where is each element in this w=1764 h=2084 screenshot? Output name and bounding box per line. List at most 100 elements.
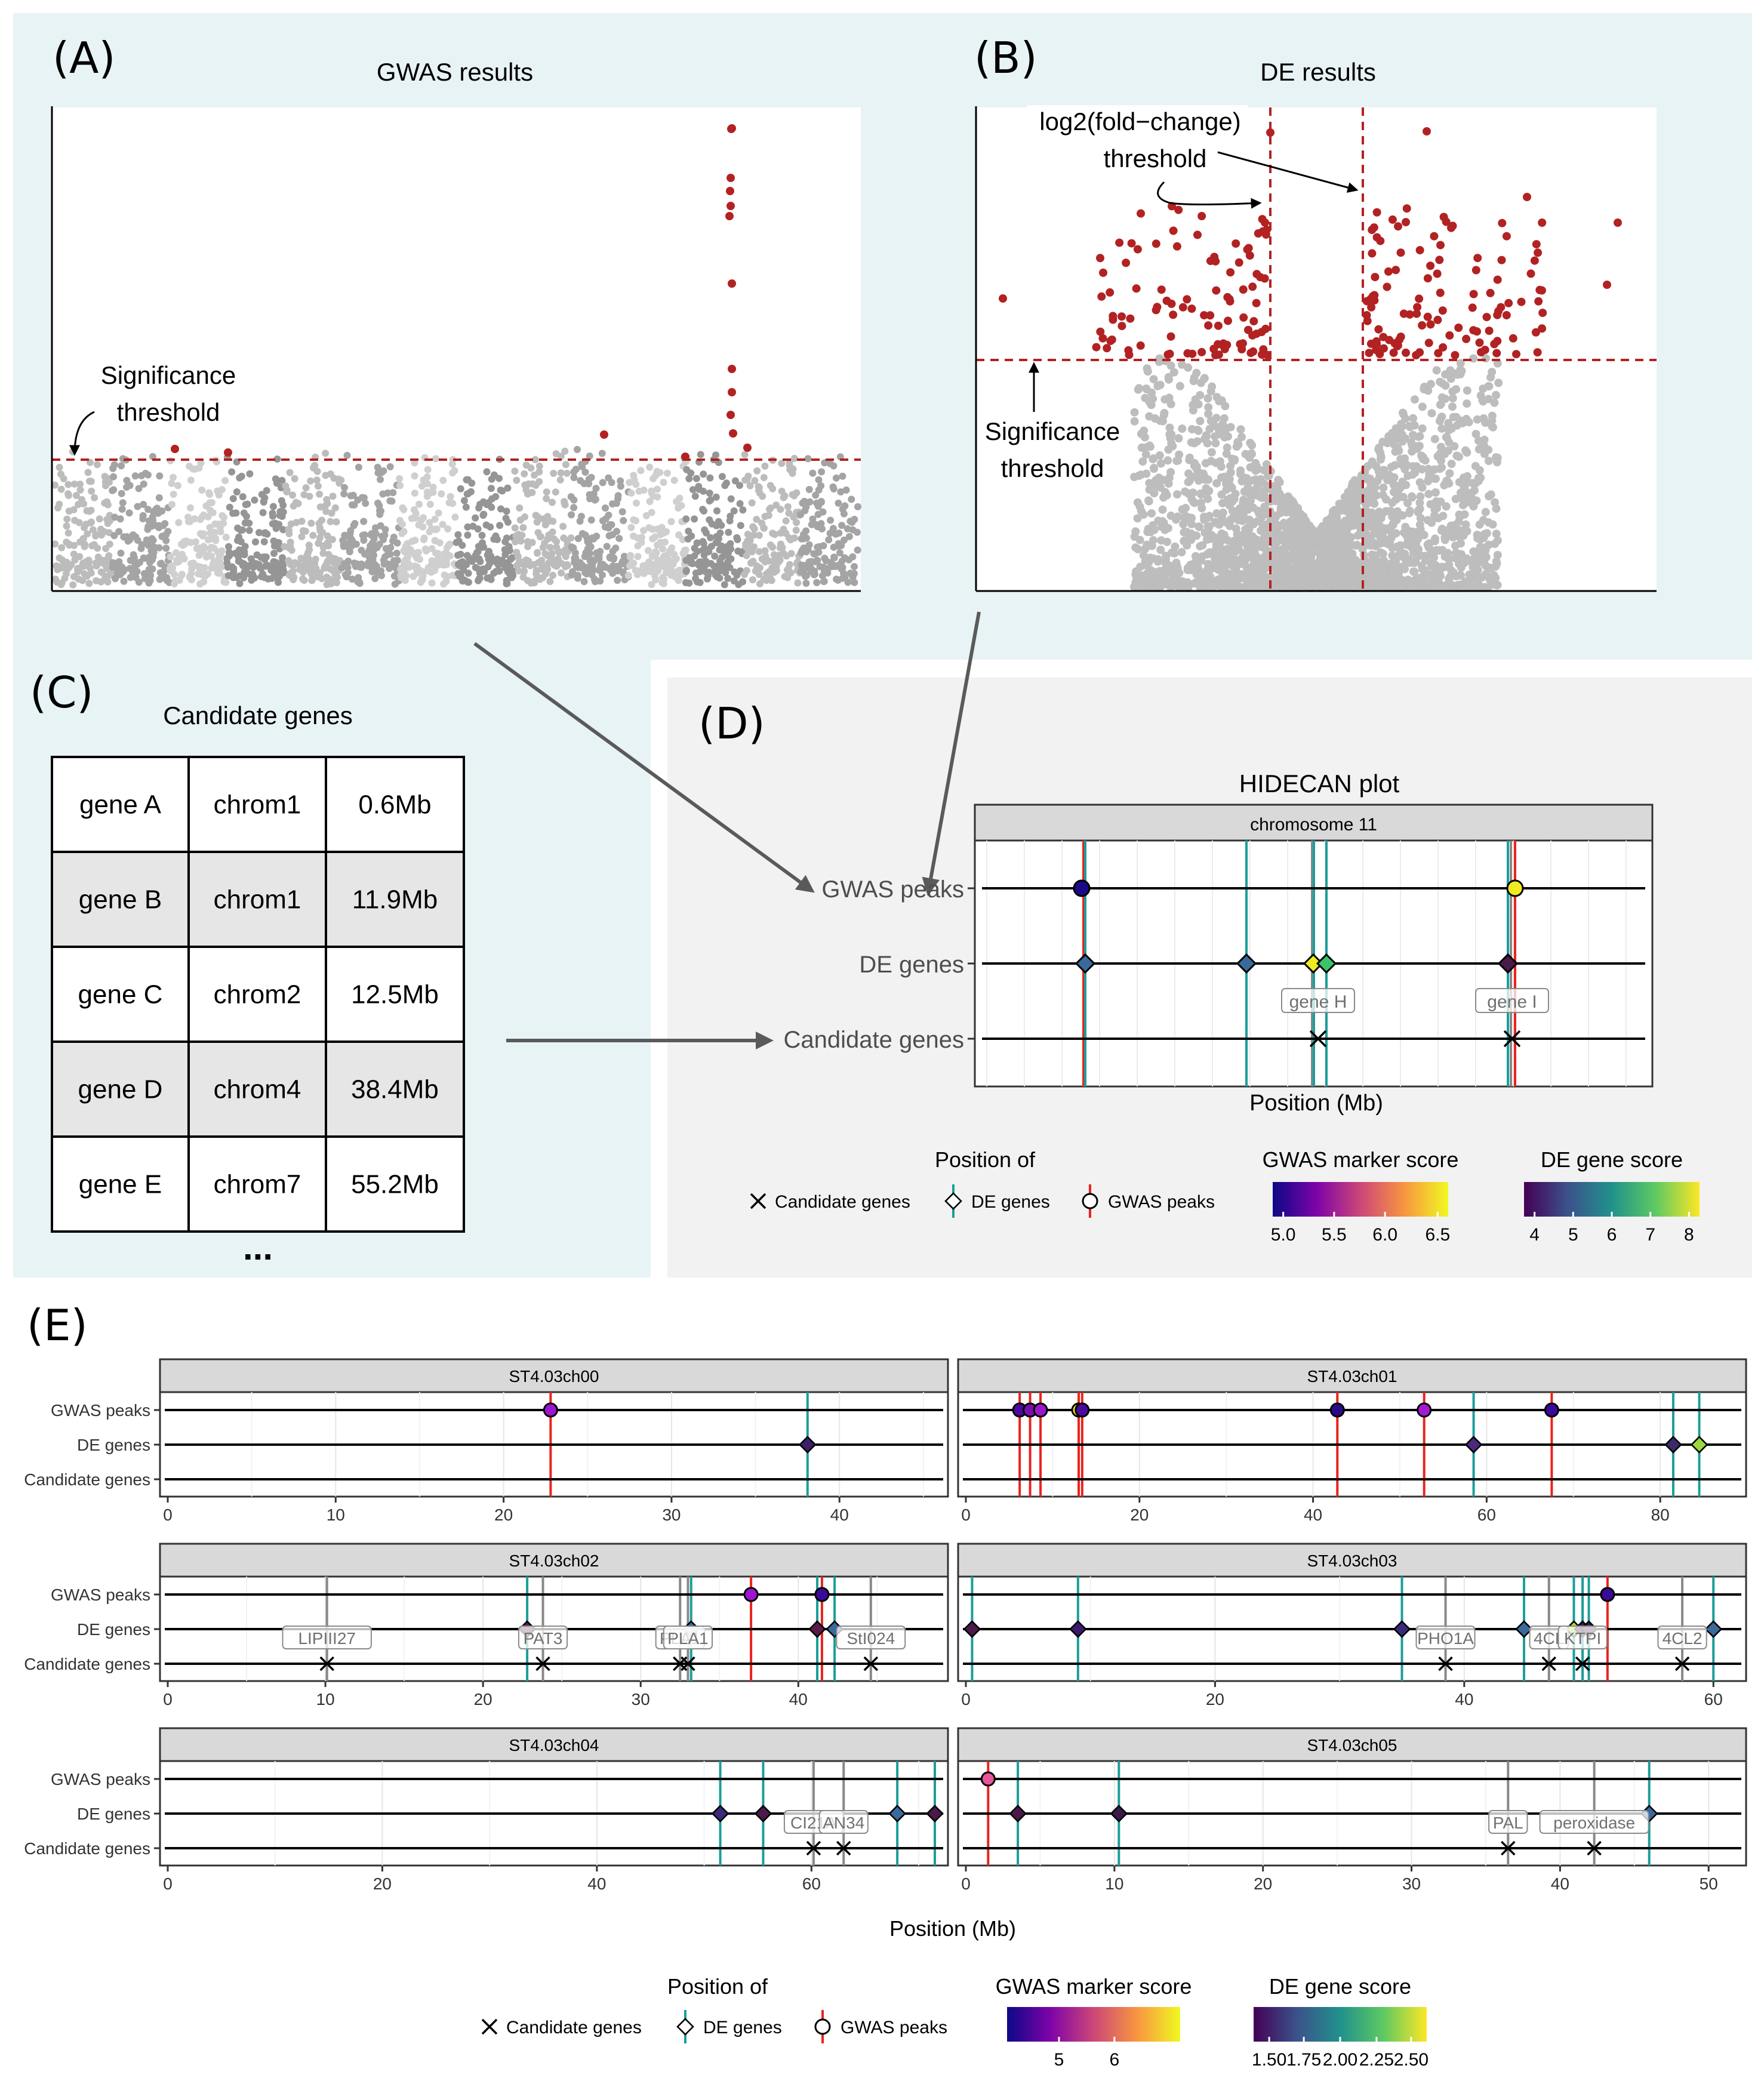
de-significant-point [1152, 306, 1160, 315]
gwas-marker [567, 493, 575, 500]
gwas-marker [700, 470, 707, 478]
de-gene-point [1141, 450, 1150, 459]
gwas-marker [605, 512, 612, 519]
de-significant-point [1399, 309, 1408, 318]
gwas-marker [564, 537, 571, 545]
de-significant-point [1538, 309, 1547, 318]
gwas-peak-marker [1417, 1402, 1432, 1418]
gwas-marker [798, 561, 805, 569]
de-gene-point [1131, 543, 1140, 552]
gwas-marker [581, 469, 589, 476]
gwas-marker [718, 473, 726, 481]
gwas-marker [711, 552, 719, 560]
gwas-marker [804, 455, 812, 463]
gwas-marker [653, 467, 661, 475]
gwas-marker [513, 562, 521, 569]
gwas-marker [298, 518, 306, 525]
de-gene-point [1448, 402, 1457, 411]
gwas-marker [246, 470, 254, 478]
gwas-marker [549, 557, 556, 565]
de-gene-point [1373, 476, 1382, 485]
gwas-marker [382, 544, 390, 552]
table-cell: gene D [78, 1075, 163, 1104]
gwas-marker [699, 546, 707, 554]
de-gene-point [1418, 424, 1427, 433]
de-gene-point [1320, 555, 1328, 564]
de-gene-point [1158, 476, 1167, 484]
gwas-marker [539, 544, 547, 551]
de-significant-point [1426, 320, 1435, 329]
de-gene-point [1409, 414, 1418, 423]
de-gene-point [1155, 567, 1164, 575]
gwas-marker [148, 546, 156, 554]
gwas-marker [431, 515, 439, 523]
gwas-marker [413, 554, 421, 562]
gwas-marker [474, 548, 482, 556]
gwas-marker [79, 577, 87, 584]
gwas-marker [426, 519, 433, 527]
de-gene-point [1331, 520, 1340, 529]
gwas-marker [832, 474, 840, 482]
gwas-marker [144, 506, 152, 513]
de-significant-point [1126, 314, 1135, 323]
gwas-marker [349, 501, 356, 509]
de-gene-point [1137, 443, 1146, 452]
gwas-marker [790, 492, 798, 500]
de-gene-point [1342, 556, 1351, 565]
de-gene-point [1130, 417, 1139, 426]
gwas-marker [667, 565, 675, 572]
gwas-marker [234, 537, 241, 544]
gwas-marker [428, 579, 436, 587]
legend-colorbar-title: GWAS marker score [1263, 1147, 1459, 1172]
de-gene-point [1220, 414, 1229, 423]
gwas-marker [134, 537, 141, 544]
de-gene-point [1204, 410, 1213, 418]
gwas-marker [93, 531, 100, 538]
gwas-marker [167, 553, 174, 561]
de-gene-point [1340, 492, 1349, 501]
gwas-marker [848, 495, 855, 503]
de-gene-point [1478, 396, 1487, 405]
gwas-marker [200, 511, 208, 519]
de-gene-point [1492, 581, 1501, 590]
gwas-marker [712, 571, 719, 579]
volcano-points [999, 127, 1622, 592]
gwas-peak-marker [1073, 879, 1091, 897]
gwas-marker [519, 573, 527, 581]
gwas-marker [661, 538, 669, 546]
gwas-marker [513, 476, 521, 484]
gwas-marker [261, 562, 269, 570]
de-gene-point [1294, 580, 1303, 589]
gwas-marker [94, 544, 101, 552]
de-gene-point [1165, 430, 1174, 439]
gwas-marker [706, 497, 713, 505]
gwas-marker [663, 469, 671, 477]
de-gene-point [1286, 555, 1295, 564]
gwas-marker [801, 497, 808, 505]
gwas-marker [496, 522, 504, 530]
gwas-marker [88, 542, 96, 550]
gwas-marker [391, 580, 399, 588]
gwas-marker [370, 568, 377, 575]
de-gene-point [1215, 430, 1224, 439]
de-gene-point [1171, 542, 1180, 551]
volcano-plot-area [976, 107, 1657, 591]
gwas-marker [692, 475, 700, 482]
de-gene-point [1390, 461, 1399, 470]
gwas-marker [200, 578, 208, 586]
de-gene-point [1397, 422, 1406, 431]
gwas-marker [534, 549, 541, 556]
de-gene-point [1256, 492, 1265, 501]
gwas-marker [761, 556, 769, 564]
de-significant-point [1603, 281, 1611, 289]
de-significant-point [1396, 333, 1405, 341]
gwas-marker [751, 477, 759, 485]
de-significant-point [1436, 288, 1445, 297]
table-cell: chrom4 [214, 1075, 301, 1104]
gwas-marker [309, 531, 317, 539]
colorbar-tick-label: 6.0 [1372, 1225, 1397, 1245]
gwas-marker [464, 531, 472, 539]
gwas-significant-marker [729, 429, 737, 438]
gwas-marker [209, 509, 217, 516]
de-gene-point [1461, 446, 1470, 455]
